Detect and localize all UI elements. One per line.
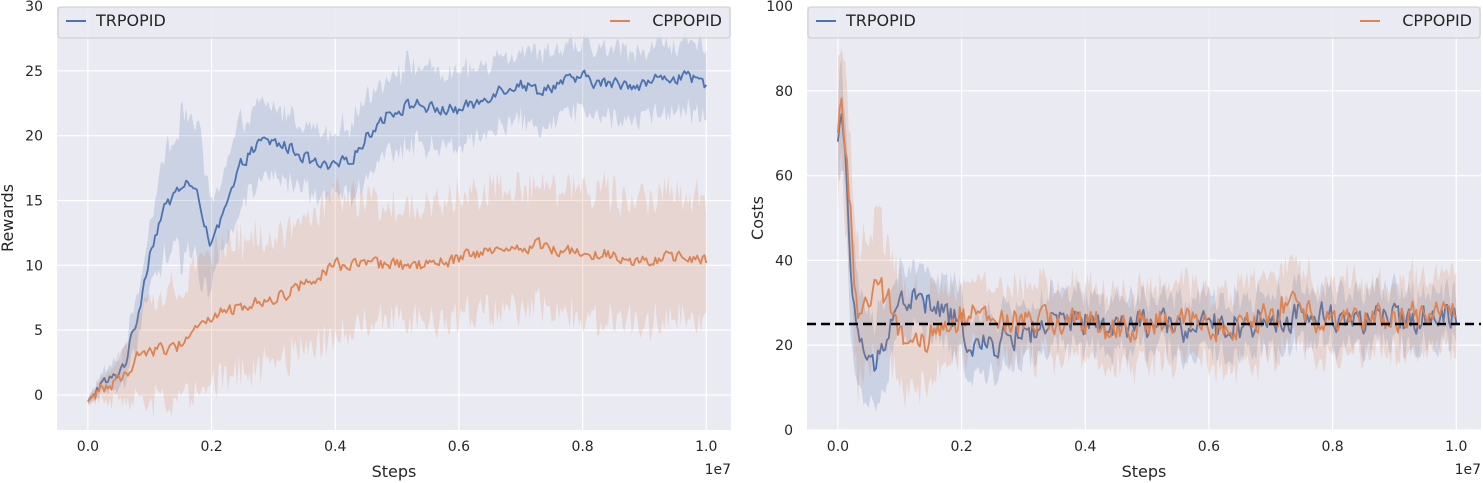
x-tick-label: 0.4	[324, 439, 346, 455]
y-tick-label: 25	[25, 64, 43, 80]
plot-area	[807, 6, 1481, 430]
x-tick-label: 0.4	[1074, 439, 1096, 455]
x-tick-label: 0.0	[77, 439, 99, 455]
legend-label: CPPOPID	[652, 11, 722, 30]
x-offset-label: 1e7	[705, 462, 731, 478]
legend-label: TRPOPID	[845, 11, 916, 30]
y-axis-label: Rewards	[0, 184, 17, 252]
series-line-trpopid	[87, 69, 708, 403]
y-tick-label: 20	[775, 338, 793, 354]
series-line-trpopid	[837, 113, 1458, 372]
legend-box	[807, 6, 1481, 39]
x-tick-label: 0.2	[950, 439, 972, 455]
x-tick-label: 0.0	[827, 439, 849, 455]
plot-area	[57, 6, 731, 430]
y-tick-label: 100	[766, 0, 793, 15]
y-tick-label: 0	[34, 388, 43, 404]
legend: TRPOPID CPPOPID	[807, 6, 1481, 39]
y-tick-label: 15	[25, 193, 43, 209]
legend: TRPOPID CPPOPID	[57, 6, 731, 39]
rewards-chart: 0.0 0.2 0.4 0.6 0.8 1.0 0 5 10 15 20 25 30 1e7 Steps Re…	[0, 0, 731, 481]
legend-label: TRPOPID	[95, 11, 166, 30]
y-tick-label: 40	[775, 253, 793, 269]
y-tick-label: 20	[25, 129, 43, 145]
y-axis-label: Costs	[748, 196, 767, 240]
series-line-cppopid	[87, 236, 708, 403]
x-offset-label: 1e7	[1455, 462, 1481, 478]
x-tick-label: 0.2	[200, 439, 222, 455]
x-tick-label: 0.8	[571, 439, 593, 455]
y-tick-label: 10	[25, 258, 43, 274]
y-tick-label: 80	[775, 84, 793, 100]
x-axis-label: Steps	[372, 462, 417, 481]
x-tick-label: 0.6	[448, 439, 470, 455]
x-tick-label: 1.0	[1445, 439, 1467, 455]
y-tick-label: 30	[25, 0, 43, 15]
legend-label: CPPOPID	[1402, 11, 1472, 30]
series-line-cppopid	[837, 97, 1457, 353]
y-tick-label: 60	[775, 169, 793, 185]
y-tick-label: 5	[34, 323, 43, 339]
costs-chart: 0.0 0.2 0.4 0.6 0.8 1.0 0 20 40 60 80 100 1e7 Steps Co…	[748, 0, 1481, 481]
series-layer	[87, 30, 708, 418]
legend-box	[57, 6, 731, 39]
confidence-band-trpopid	[87, 30, 707, 405]
y-tick-label: 0	[784, 423, 793, 439]
confidence-band-cppopid	[87, 170, 707, 418]
x-tick-label: 0.8	[1321, 439, 1343, 455]
x-axis-label: Steps	[1122, 462, 1167, 481]
x-tick-label: 0.6	[1198, 439, 1220, 455]
x-tick-label: 1.0	[695, 439, 717, 455]
